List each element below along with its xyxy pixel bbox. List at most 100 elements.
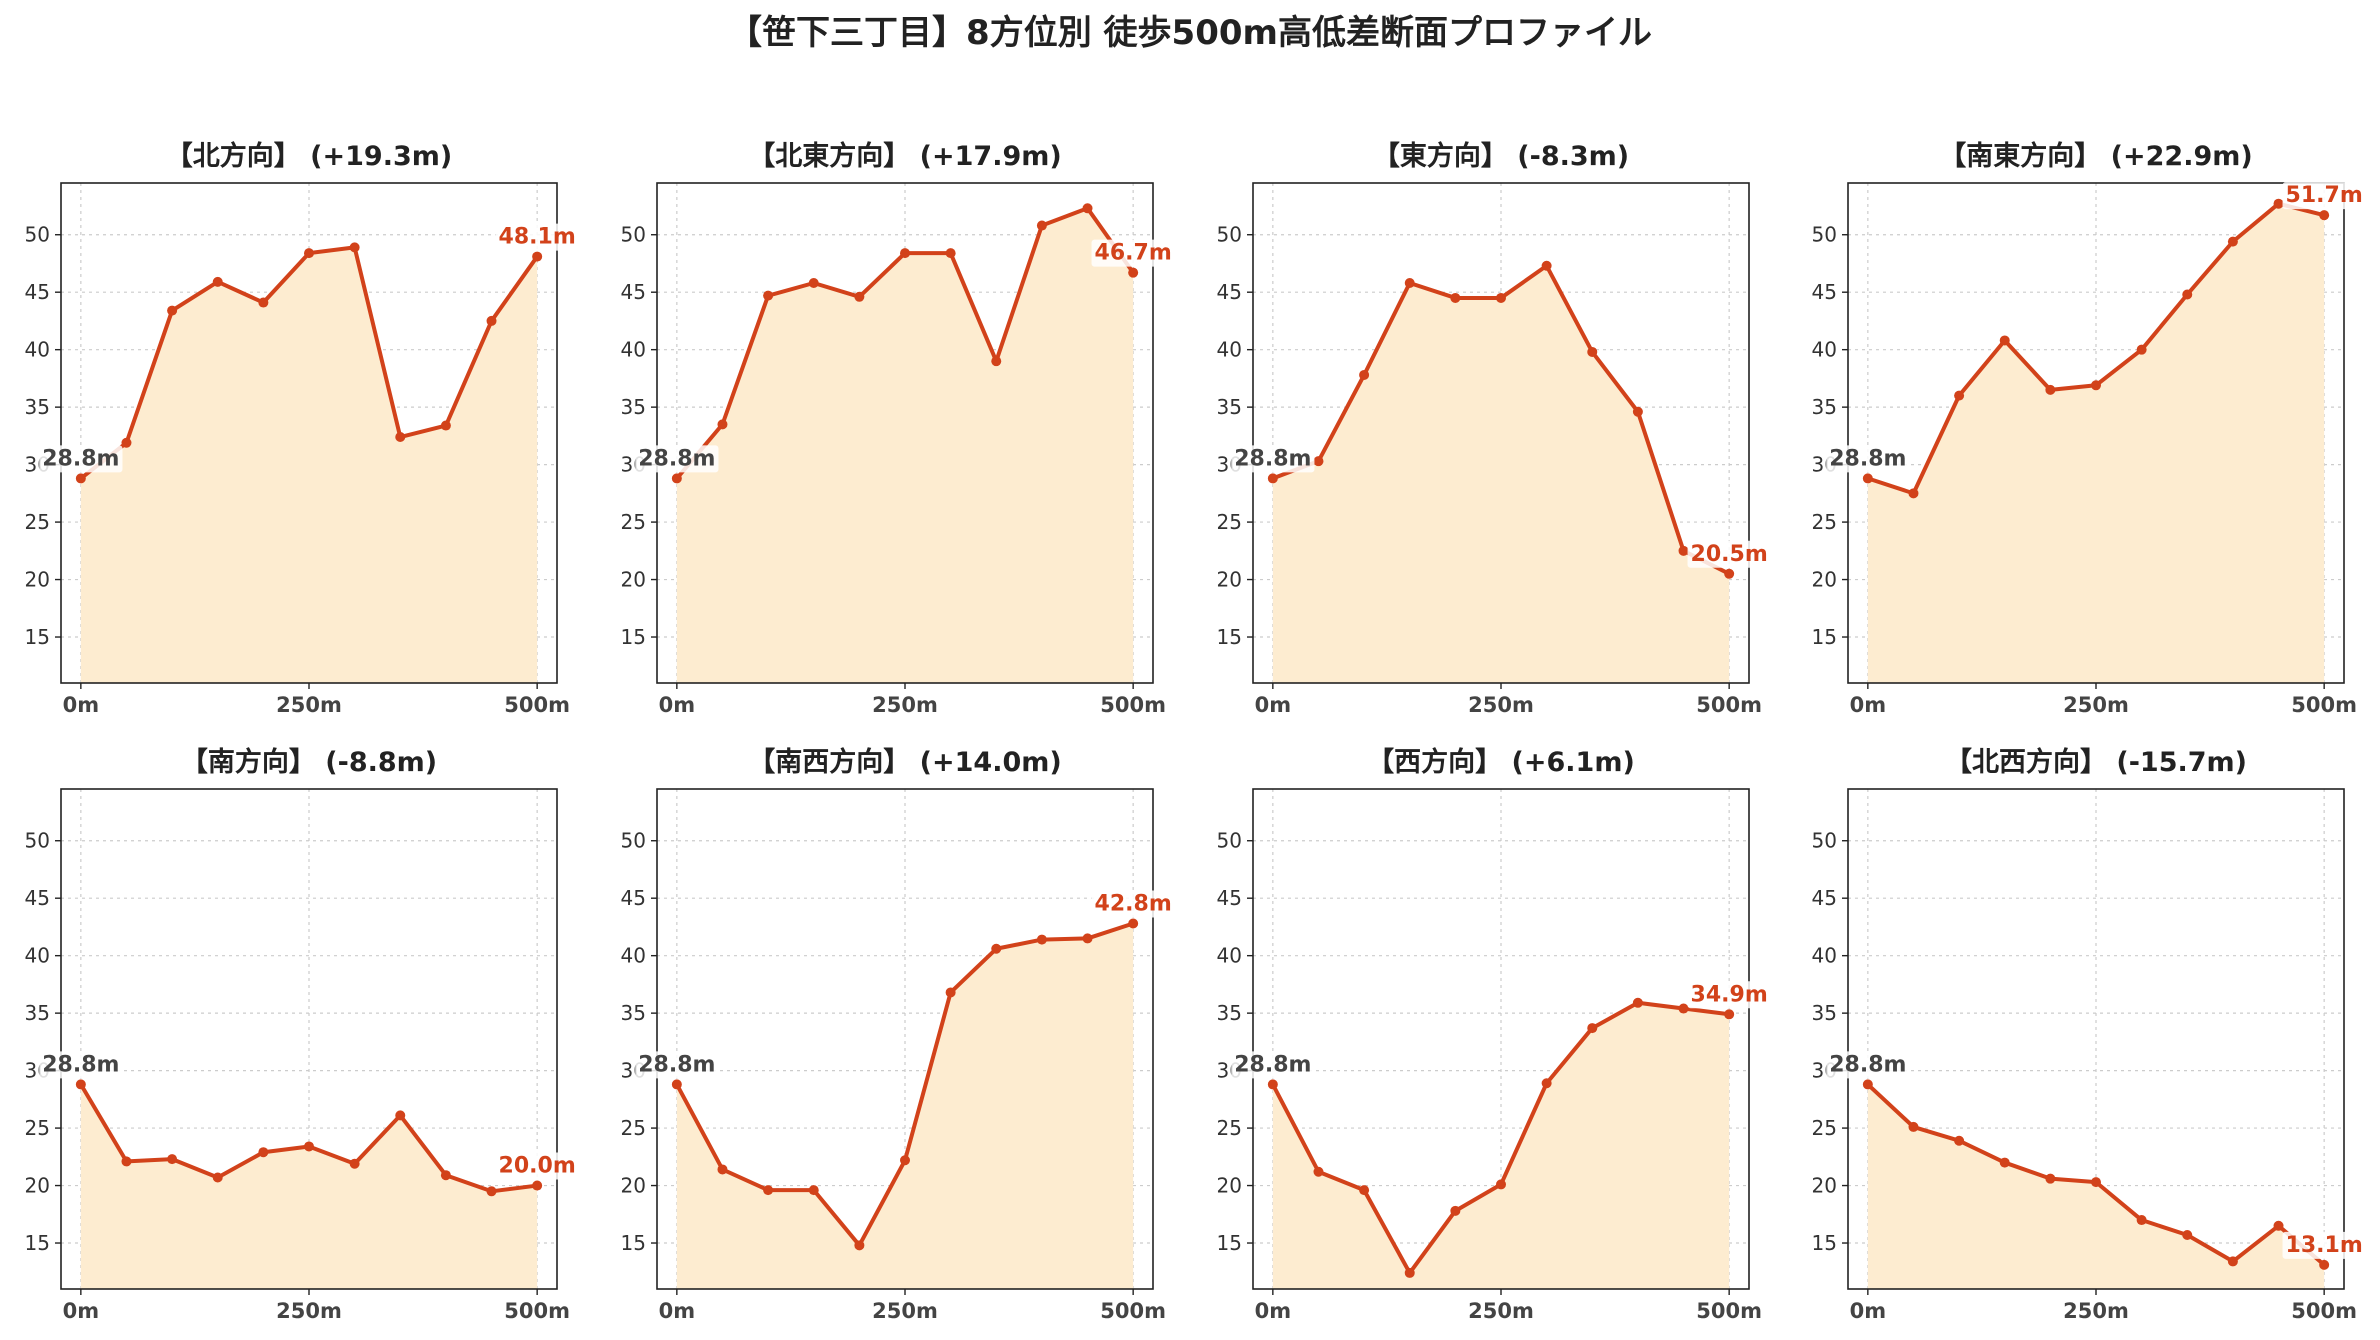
data-point [763,290,774,301]
y-tick-label: 40 [1217,338,1242,362]
y-tick-label: 40 [1812,944,1837,968]
start-value-label-text: 28.8m [42,446,119,471]
data-point [1450,292,1461,303]
data-point [1724,568,1735,579]
label-background [39,1051,123,1079]
data-point [121,437,132,448]
y-tick-label: 20 [621,568,646,592]
data-point [1128,267,1139,278]
data-point [1632,997,1643,1008]
y-tick-label: 40 [1812,338,1837,362]
data-point [2227,1256,2238,1267]
x-tick-label: 250m [276,693,342,717]
y-tick-label: 15 [25,625,50,649]
y-tick-label: 35 [25,395,50,419]
label-background [1826,1051,1910,1079]
x-tick-label: 0m [659,1299,696,1323]
data-point [2136,344,2147,355]
data-point [258,297,269,308]
data-point [349,242,360,253]
y-tick-label: 50 [1217,829,1242,853]
end-value-label: 20.0m [495,1152,579,1180]
data-point [2273,1220,2284,1231]
data-point [2319,1259,2330,1270]
start-value-label-text: 28.8m [1234,446,1311,471]
label-background [495,223,579,251]
data-point [1036,220,1047,231]
data-point [2091,380,2101,391]
area-fill [1272,1002,1730,1289]
y-tick-label: 50 [25,829,50,853]
label-background [2282,1231,2366,1259]
data-point [486,315,497,326]
y-tick-label: 45 [1812,886,1837,910]
y-tick-label: 50 [25,223,50,247]
area-fill [676,208,1134,683]
y-tick-label: 25 [621,1116,646,1140]
data-point [1587,346,1598,357]
data-point [808,1185,819,1196]
x-tick-label: 250m [276,1299,342,1323]
data-point [900,1155,910,1166]
data-point [1267,473,1278,484]
data-point [1999,335,2010,346]
x-tick-label: 500m [2291,693,2357,717]
panel-title: 【南東方向】 (+22.9m) [1939,140,2252,172]
y-tick-label: 15 [1217,625,1242,649]
data-point [167,1154,178,1165]
x-tick-label: 250m [2063,693,2129,717]
y-tick-label: 15 [621,1231,646,1255]
x-tick-label: 0m [1255,693,1292,717]
y-tick-label: 40 [25,338,50,362]
data-point [1082,203,1093,214]
data-point [1678,545,1689,556]
label-background [1091,890,1175,918]
label-background [1231,1051,1315,1079]
data-point [304,248,314,259]
y-tick-label: 35 [1812,1001,1837,1025]
start-value-label-text: 28.8m [1829,1052,1906,1077]
data-point [1036,934,1047,945]
panel-title: 【東方向】 (-8.3m) [1373,140,1629,172]
start-value-label: 28.8m [39,1051,123,1079]
data-point [854,1240,865,1251]
label-background [39,445,123,473]
y-tick-label: 15 [25,1231,50,1255]
y-tick-label: 35 [1217,1001,1242,1025]
data-point [75,1079,86,1090]
data-point [854,291,865,302]
data-point [900,248,910,259]
y-tick-label: 35 [621,395,646,419]
data-point [1313,1166,1324,1177]
y-tick-label: 20 [1217,568,1242,592]
x-tick-label: 500m [2291,1299,2357,1323]
data-point [532,1180,543,1191]
end-value-label-text: 51.7m [2286,183,2363,208]
data-point [1862,1079,1873,1090]
data-point [808,278,819,288]
data-point [121,1156,132,1167]
x-tick-label: 500m [1100,1299,1166,1323]
end-value-label-text: 20.0m [499,1154,576,1179]
label-background [2282,182,2366,210]
label-background [1687,540,1771,568]
y-tick-label: 15 [1812,625,1837,649]
data-point [1678,1003,1689,1014]
data-point [1359,1185,1370,1196]
x-tick-label: 250m [2063,1299,2129,1323]
label-background [635,445,719,473]
data-point [671,1079,682,1090]
data-point [212,1172,223,1183]
end-value-label: 46.7m [1091,239,1175,267]
end-value-label-text: 46.7m [1095,241,1172,266]
y-tick-label: 50 [1217,223,1242,247]
x-tick-label: 0m [63,693,100,717]
end-value-label-text: 34.9m [1691,982,1768,1007]
data-point [991,356,1002,367]
label-background [495,1152,579,1180]
x-tick-label: 250m [872,1299,938,1323]
data-point [1541,1078,1552,1089]
